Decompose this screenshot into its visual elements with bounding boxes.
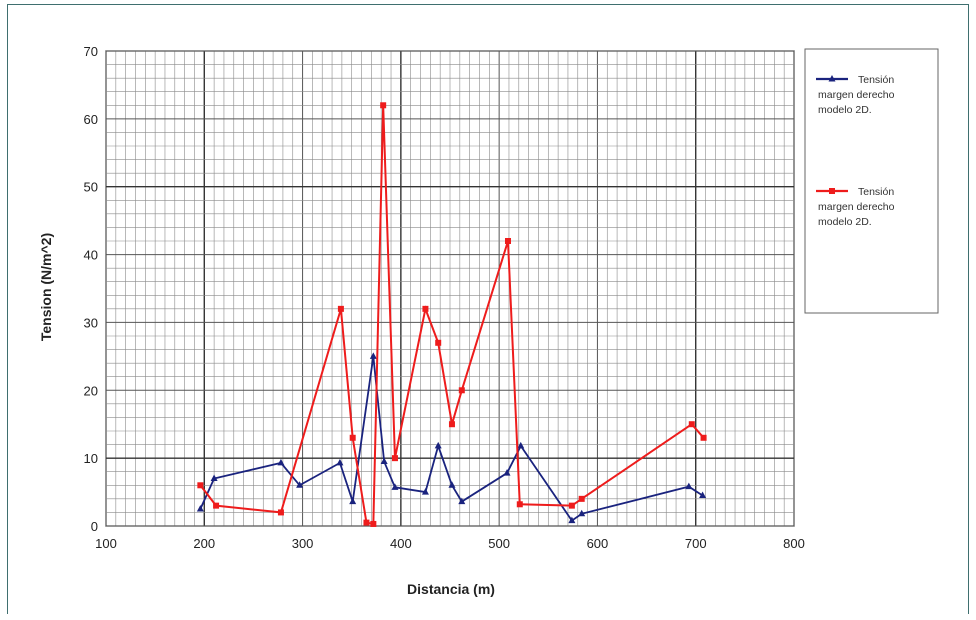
data-point	[458, 497, 466, 505]
data-point	[700, 434, 707, 441]
y-tick-label: 50	[84, 180, 98, 195]
x-axis-title: Distancia (m)	[407, 581, 495, 597]
legend-label: margen derecho	[818, 89, 895, 101]
x-tick-label: 200	[193, 536, 215, 551]
legend-box	[804, 48, 939, 314]
x-tick-label: 800	[783, 536, 805, 551]
tick-labels: 100 200 300 400 500 600 700 800 0 10 20 30 40 50 60 70	[84, 44, 805, 551]
data-point	[277, 509, 284, 516]
y-tick-label: 70	[84, 44, 98, 59]
data-point	[210, 474, 218, 481]
data-point	[516, 501, 523, 508]
data-point	[448, 421, 455, 428]
data-point	[196, 505, 204, 512]
data-point	[435, 339, 442, 346]
data-point	[337, 305, 344, 312]
legend-label: margen derecho	[818, 201, 895, 213]
data-point	[370, 520, 377, 527]
legend: Tensión margen derecho modelo 2D. Tensión ma…	[804, 48, 939, 314]
legend-swatch-marker	[828, 75, 836, 82]
x-tick-label: 300	[292, 536, 314, 551]
legend-label: Tensión	[858, 74, 894, 86]
data-point	[380, 457, 388, 465]
data-point	[197, 482, 204, 489]
data-point	[699, 491, 707, 498]
data-point	[421, 488, 429, 495]
series-layer	[196, 102, 707, 527]
legend-swatch-marker	[829, 188, 835, 194]
data-point	[380, 102, 387, 109]
data-point	[448, 481, 456, 488]
data-point	[504, 238, 511, 244]
y-tick-label: 40	[84, 248, 98, 263]
x-tick-label: 500	[488, 536, 510, 551]
data-point	[503, 469, 511, 476]
line-chart: 100 200 300 400 500 600 700 800010203040506070 …	[38, 44, 939, 597]
data-point	[363, 519, 370, 526]
x-tick-label: 400	[390, 536, 412, 551]
data-point	[434, 441, 442, 449]
grid-lines	[105, 50, 795, 527]
data-point	[349, 497, 357, 505]
legend-label: Tensión	[858, 186, 894, 198]
y-axis-title: Tension (N/m^2)	[38, 233, 54, 341]
legend-label: modelo 2D.	[818, 216, 872, 228]
data-point	[277, 458, 285, 466]
data-point	[568, 516, 576, 524]
data-point	[391, 455, 398, 462]
y-tick-label: 20	[84, 383, 98, 398]
data-point	[336, 458, 344, 466]
data-point	[296, 481, 304, 488]
data-point	[458, 387, 465, 394]
data-point	[213, 502, 220, 509]
y-tick-label: 10	[84, 451, 98, 466]
data-point	[369, 352, 377, 359]
data-point	[517, 441, 525, 449]
data-point	[578, 509, 586, 517]
x-tick-label: 100	[95, 536, 117, 551]
data-point	[568, 502, 575, 509]
data-point	[349, 434, 356, 441]
data-point	[685, 482, 693, 490]
data-point	[422, 305, 429, 312]
y-tick-label: 60	[84, 112, 98, 127]
chart-frame: 100 200 300 400 500 600 700 800 0 10 20 30 40 50 60 70 …	[7, 4, 969, 614]
data-point	[578, 495, 585, 502]
y-tick-label: 0	[91, 519, 98, 534]
legend-label: modelo 2D.	[818, 104, 872, 116]
data-point	[391, 483, 399, 490]
x-tick-label: 700	[685, 536, 707, 551]
y-tick-label: 30	[84, 315, 98, 330]
data-point	[688, 421, 695, 428]
x-tick-label: 600	[587, 536, 609, 551]
